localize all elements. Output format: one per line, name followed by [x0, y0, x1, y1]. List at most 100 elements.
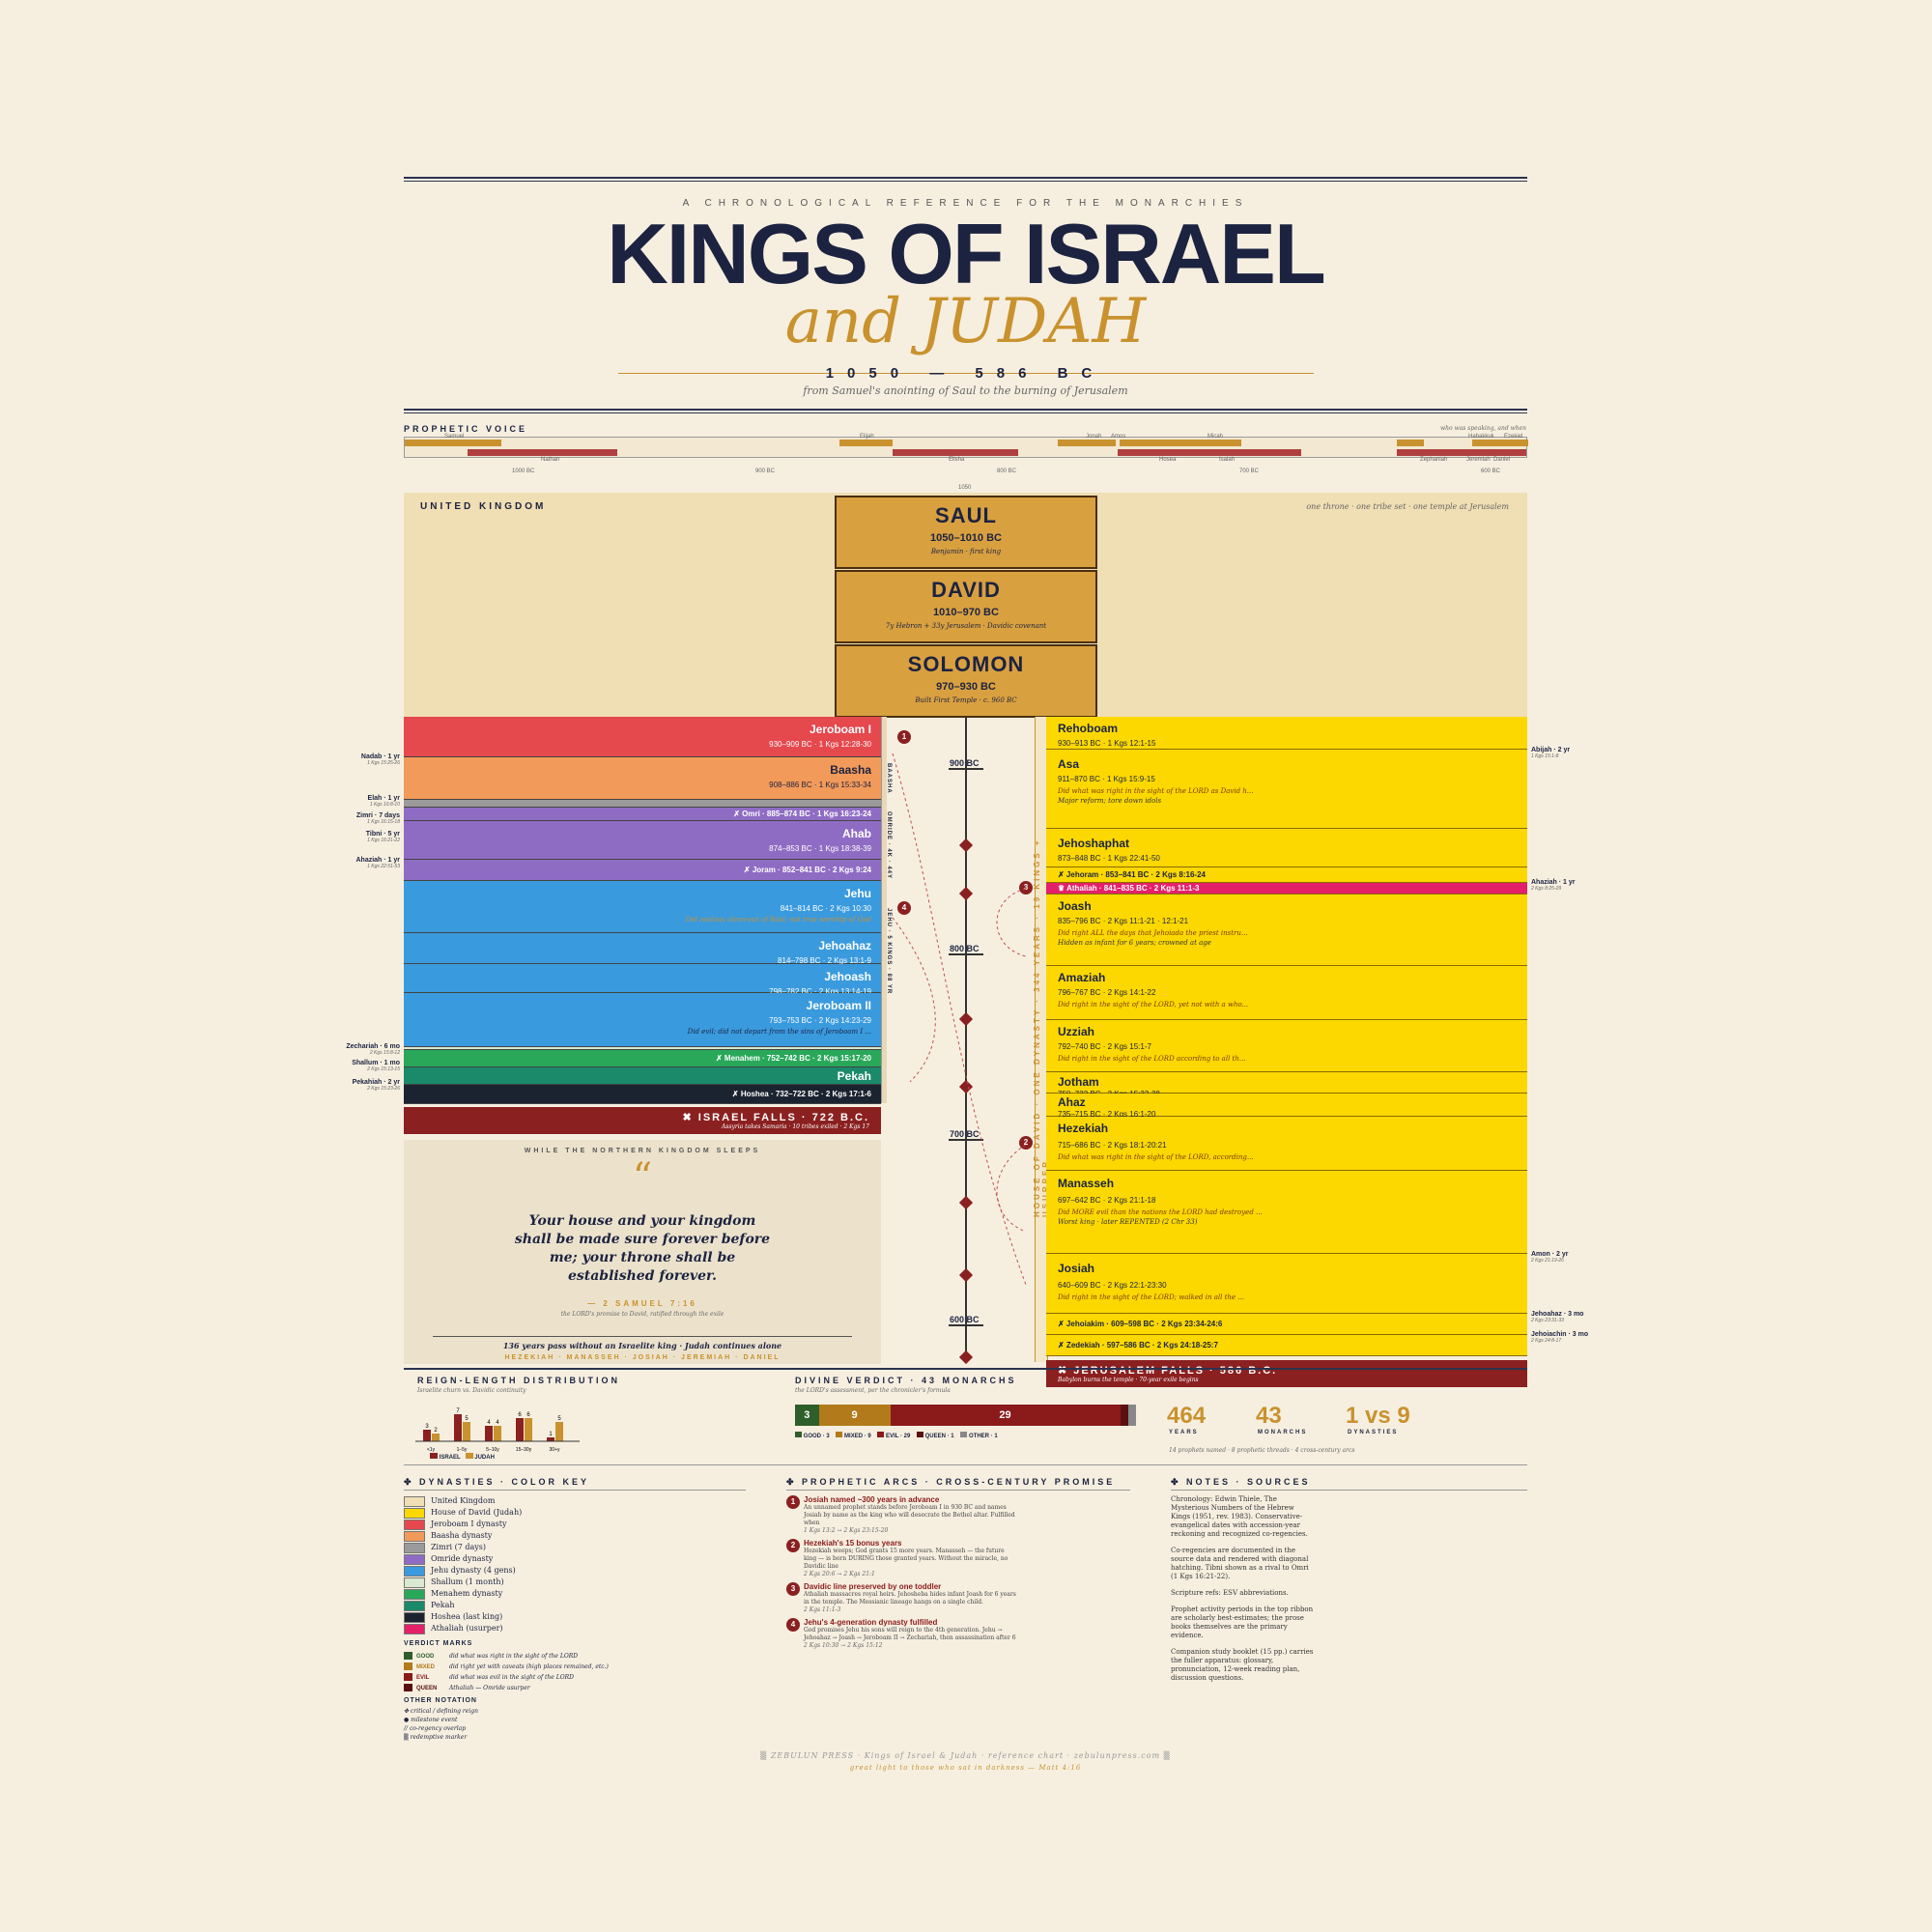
key-label-text: Baasha dynasty: [431, 1531, 493, 1540]
israel-king-menahem[interactable]: ✗ Menahem · 752–742 BC · 2 Kgs 15:17-20: [404, 1050, 881, 1067]
arc-marker-4[interactable]: 4: [897, 901, 911, 915]
dynasty-label-baasha: BAASHA: [886, 763, 892, 794]
judah-king-name: Josiah: [1058, 1262, 1095, 1275]
jerusalem-falls-title: ✖ JERUSALEM FALLS · 586 B.C.: [1058, 1365, 1278, 1377]
reign-dist-sub: Israelite churn vs. Davidic continuity: [417, 1387, 526, 1394]
verdict-mark-swatch: [404, 1652, 412, 1661]
judah-king-dates: 911–870 BC · 1 Kgs 15:9-15: [1058, 775, 1155, 783]
prophet-name-jeremiah: Jeremiah: [1466, 457, 1491, 463]
israel-king-jehoash[interactable]: Jehoash 798–782 BC · 2 Kgs 13:14-19: [404, 964, 881, 996]
arc-number: 1: [786, 1495, 800, 1509]
judah-king-jehoiakim[interactable]: ✗ Jehoiakim · 609–598 BC · 2 Kgs 23:34-2…: [1046, 1314, 1527, 1335]
israel-side-elah: Elah · 1 yr 1 Kgs 16:8-10: [367, 795, 400, 808]
israel-king-dates: 841–814 BC · 2 Kgs 10:30: [780, 904, 871, 913]
reign-bar-judah: [525, 1418, 532, 1441]
israel-king-ahab[interactable]: Ahab 874–853 BC · 1 Kgs 18:38-39: [404, 821, 881, 860]
arc-marker-2[interactable]: 2: [1019, 1136, 1033, 1150]
key-swatch: [404, 1611, 425, 1623]
top-rule: [404, 177, 1527, 179]
king-card-solomon[interactable]: SOLOMON 970–930 BC Built First Temple · …: [835, 644, 1097, 718]
arc-title: Davidic line preserved by one toddler: [804, 1582, 942, 1591]
judah-king-ahaz[interactable]: Ahaz 735–715 BC · 2 Kgs 16:1-20: [1046, 1094, 1527, 1119]
reign-bar-value: 5: [557, 1416, 561, 1422]
prophet-bar-habakkuk: [1397, 440, 1424, 446]
judah-king-hezekiah[interactable]: Hezekiah 715–686 BC · 2 Kgs 18:1-20:21 D…: [1046, 1117, 1527, 1171]
reign-bar-value: 2: [434, 1428, 438, 1434]
judah-king-name: Amaziah: [1058, 971, 1106, 984]
notes-label: ✤ NOTES · SOURCES: [1171, 1477, 1311, 1487]
judah-king-amaziah[interactable]: Amaziah 796–767 BC · 2 Kgs 14:1-22 Did r…: [1046, 966, 1527, 1020]
key-item: House of David (Judah): [404, 1507, 522, 1519]
judah-king-name: Hezekiah: [1058, 1122, 1109, 1135]
stat-years-label: YEARS: [1169, 1430, 1199, 1435]
king-name-saul: SAUL: [935, 503, 997, 527]
arc-body: Hezekiah weeps; God grants 15 more years…: [804, 1548, 1009, 1570]
judah-king-dates: 640–609 BC · 2 Kgs 22:1-23:30: [1058, 1281, 1167, 1290]
israel-king-pekah[interactable]: Pekah: [404, 1067, 881, 1085]
arc-lines: [892, 753, 1027, 1286]
quote-divider: [433, 1336, 852, 1337]
reign-bin-label: <1y: [427, 1447, 436, 1453]
judah-side-abijah: Abijah · 2 yr 1 Kgs 15:1-8: [1531, 747, 1571, 759]
key-swatch: [404, 1495, 425, 1507]
prophet-name-daniel: Daniel: [1493, 457, 1511, 463]
reign-bar-israel: [423, 1430, 431, 1441]
verdict-sub: the LORD's assessment, per the chronicle…: [795, 1387, 951, 1394]
key-item: Jeroboam I dynasty: [404, 1519, 522, 1530]
jerusalem-falls-banner: ✖ JERUSALEM FALLS · 586 B.C. Babylon bur…: [1046, 1360, 1527, 1387]
king-name-solomon: SOLOMON: [907, 652, 1025, 676]
ribbon-tick-800: 800 BC: [997, 469, 1017, 474]
israel-king-jeroboam-i[interactable]: Jeroboam I 930–909 BC · 1 Kgs 12:28-30: [404, 717, 881, 757]
israel-falls-banner: ✖ ISRAEL FALLS · 722 B.C. Assyria takes …: [404, 1107, 881, 1134]
prophet-name-samuel: Samuel: [444, 434, 465, 440]
judah-king-rehoboam[interactable]: Rehoboam 930–913 BC · 1 Kgs 12:1-15: [1046, 717, 1527, 750]
key-swatch: [404, 1623, 425, 1634]
verdict-marks-label: VERDICT MARKS: [404, 1640, 473, 1647]
quote-mark-icon: “: [632, 1155, 653, 1200]
arc-marker-3[interactable]: 3: [1019, 881, 1033, 895]
prophet-name-elisha: Elisha: [949, 457, 965, 463]
timeline-label-800: 800 BC: [950, 944, 980, 953]
judah-king-asa[interactable]: Asa 911–870 BC · 1 Kgs 15:9-15 Did what …: [1046, 750, 1527, 829]
israel-king-hoshea[interactable]: ✗ Hoshea · 732–722 BC · 2 Kgs 17:1-6: [404, 1085, 881, 1104]
judah-king-jehoshaphat[interactable]: Jehoshaphat 873–848 BC · 1 Kgs 22:41-50: [1046, 829, 1527, 867]
reign-bar-israel: [485, 1426, 493, 1441]
arc-marker-1[interactable]: 1: [897, 730, 911, 744]
verdict-mark-tag: QUEEN: [416, 1686, 438, 1691]
judah-king-manasseh[interactable]: Manasseh 697–642 BC · 2 Kgs 21:1-18 Did …: [1046, 1171, 1527, 1254]
israel-king-jeroboam-ii[interactable]: Jeroboam II 793–753 BC · 2 Kgs 14:23-29 …: [404, 993, 881, 1047]
king-years-solomon: 970–930 BC: [936, 681, 996, 693]
israel-dynasty-strip: [881, 717, 887, 1103]
note-paragraph: Scripture refs: ESV abbreviations.: [1171, 1589, 1289, 1597]
israel-king-jehu[interactable]: Jehu 841–814 BC · 2 Kgs 10:30 Did zealou…: [404, 881, 881, 933]
israel-king-jehoahaz[interactable]: Jehoahaz 814–798 BC · 2 Kgs 13:1-9: [404, 933, 881, 965]
judah-king-jotham[interactable]: Jotham 750–732 BC · 2 Kgs 15:32-38: [1046, 1072, 1527, 1098]
israel-king-joram[interactable]: ✗ Joram · 852–841 BC · 2 Kgs 9:24: [404, 860, 881, 881]
arc-number: 2: [786, 1539, 800, 1552]
reign-bar-value: 7: [456, 1408, 460, 1414]
header-bottom-rule-thin: [404, 412, 1527, 413]
israel-king-omri[interactable]: ✗ Omri · 885–874 BC · 1 Kgs 16:23-24: [404, 808, 881, 821]
timeline-tick-700: [949, 1139, 983, 1141]
reign-bar-value: 4: [487, 1420, 491, 1426]
other-notation-item: // co-regency overlap: [404, 1725, 467, 1732]
reign-dist-label: REIGN-LENGTH DISTRIBUTION: [417, 1376, 620, 1385]
king-name-david: DAVID: [931, 578, 1001, 602]
king-card-saul[interactable]: SAUL 1050–1010 BC Benjamin · first king: [835, 496, 1097, 569]
judah-king-zedekiah[interactable]: ✗ Zedekiah · 597–586 BC · 2 Kgs 24:18-25…: [1046, 1335, 1527, 1356]
judah-king-jehoram[interactable]: ✗ Jehoram · 853–841 BC · 2 Kgs 8:16-24: [1046, 867, 1527, 883]
verdict-mark-desc: did what was evil in the sight of the LO…: [449, 1674, 574, 1681]
prophet-name-nathan: Nathan: [541, 457, 560, 463]
other-notation-item: ● milestone event: [404, 1717, 458, 1723]
reign-bar-value: 5: [465, 1416, 469, 1422]
israel-falls-title: ✖ ISRAEL FALLS · 722 B.C.: [682, 1112, 869, 1123]
judah-king-name: Manasseh: [1058, 1177, 1115, 1190]
ribbon-tick-900: 900 BC: [755, 469, 776, 474]
israel-king-baasha[interactable]: Baasha 908–886 BC · 1 Kgs 15:33-34: [404, 757, 881, 800]
judah-king-josiah[interactable]: Josiah 640–609 BC · 2 Kgs 22:1-23:30 Did…: [1046, 1254, 1527, 1314]
judah-king-athaliah[interactable]: ♛ Athaliah · 841–835 BC · 2 Kgs 11:1-3: [1046, 883, 1527, 895]
israel-side-tibni: Tibni · 5 yr 1 Kgs 16:21-22: [365, 831, 400, 843]
king-card-david[interactable]: DAVID 1010–970 BC 7y Hebron + 33y Jerusa…: [835, 570, 1097, 643]
judah-king-joash[interactable]: Joash 835–796 BC · 2 Kgs 11:1-21 · 12:1-…: [1046, 895, 1527, 966]
judah-king-uzziah[interactable]: Uzziah 792–740 BC · 2 Kgs 15:1-7 Did rig…: [1046, 1020, 1527, 1072]
